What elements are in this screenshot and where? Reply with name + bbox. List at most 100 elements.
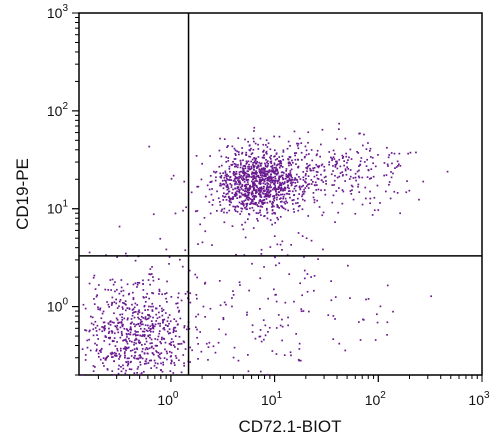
data-point [227, 157, 230, 159]
data-point [321, 128, 324, 131]
data-point [256, 191, 258, 194]
data-point [285, 173, 288, 176]
data-point [328, 151, 331, 153]
data-point [307, 215, 310, 217]
data-point [240, 207, 243, 210]
data-point [350, 193, 353, 195]
data-point [104, 327, 106, 330]
data-point [242, 159, 244, 162]
data-point [295, 163, 297, 165]
data-point [258, 182, 260, 185]
data-point [139, 363, 142, 366]
data-point [365, 197, 367, 200]
data-point [254, 195, 257, 197]
data-point [254, 171, 257, 174]
data-point [160, 352, 163, 354]
data-point [291, 159, 293, 162]
data-point [296, 144, 299, 147]
data-point [392, 172, 394, 175]
data-point [393, 190, 396, 193]
data-point [296, 202, 299, 204]
data-point [283, 182, 286, 185]
data-point [259, 329, 262, 331]
data-point [249, 186, 251, 189]
data-point [136, 281, 139, 284]
data-point [160, 362, 162, 365]
data-point [247, 194, 250, 196]
data-point [127, 333, 130, 335]
data-point [273, 149, 276, 152]
data-point [135, 323, 138, 326]
data-point [265, 188, 268, 191]
data-point [237, 205, 240, 208]
data-point [399, 165, 402, 167]
data-point [226, 188, 229, 191]
data-point [264, 165, 267, 168]
data-point [252, 175, 254, 178]
data-point [272, 205, 274, 208]
data-point [347, 159, 349, 161]
data-point [244, 207, 246, 209]
data-point [354, 172, 357, 175]
data-point [259, 162, 262, 165]
data-point [252, 178, 255, 181]
data-point [331, 159, 333, 162]
data-point [260, 182, 262, 185]
data-point [365, 298, 367, 301]
data-point [261, 177, 264, 180]
data-point [130, 328, 132, 331]
data-point [105, 357, 108, 359]
data-point [132, 283, 135, 286]
data-point [156, 362, 159, 365]
data-point [194, 210, 197, 213]
data-point [390, 171, 392, 173]
data-point [129, 340, 131, 342]
data-point [140, 315, 143, 318]
data-point [138, 354, 141, 357]
data-point [316, 171, 319, 173]
data-point [289, 351, 292, 354]
data-point [266, 176, 269, 179]
data-point [163, 327, 165, 329]
data-point [119, 321, 121, 324]
data-point [101, 326, 103, 328]
data-point [176, 323, 179, 326]
data-point [141, 344, 143, 346]
data-point [172, 331, 175, 334]
data-point [263, 199, 266, 201]
data-point [165, 292, 168, 294]
data-point [366, 176, 369, 178]
data-point [149, 336, 151, 339]
data-point [161, 310, 163, 312]
data-point [166, 320, 169, 323]
data-point [210, 181, 212, 183]
data-point [141, 357, 144, 360]
data-point [284, 301, 287, 304]
data-point [237, 179, 239, 182]
data-point [181, 265, 184, 268]
data-point [222, 195, 224, 197]
data-point [97, 352, 100, 355]
data-point [280, 162, 283, 165]
data-point [247, 178, 250, 181]
data-point [297, 147, 300, 150]
data-point [266, 146, 269, 148]
data-point [143, 352, 146, 354]
data-point [147, 317, 150, 320]
data-point [176, 306, 179, 309]
data-point [149, 268, 152, 270]
data-point [241, 178, 243, 180]
data-point [138, 311, 141, 314]
data-point [173, 318, 176, 320]
data-point [125, 339, 127, 342]
data-point [84, 329, 86, 331]
data-point [240, 210, 243, 213]
data-point [236, 186, 239, 188]
data-point [310, 183, 313, 185]
data-point [259, 194, 262, 196]
data-point [219, 304, 222, 307]
data-point [275, 190, 277, 193]
data-point [122, 347, 125, 350]
data-point [113, 321, 115, 324]
